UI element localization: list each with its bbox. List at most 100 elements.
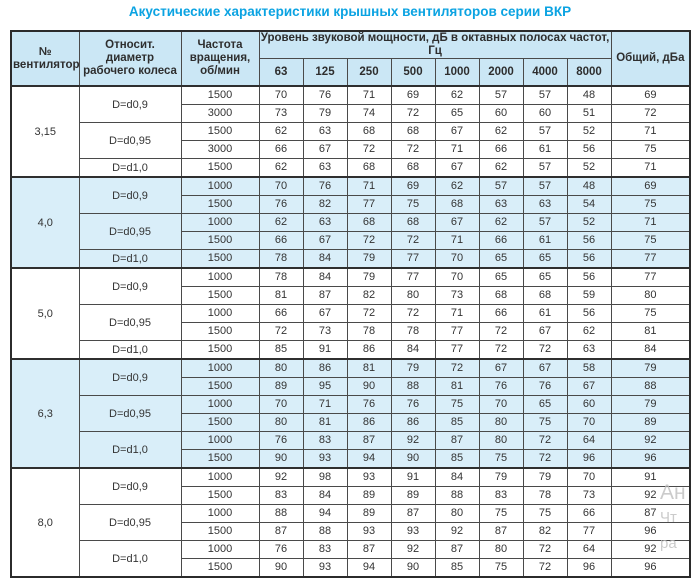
rpm-cell: 1000 [180, 431, 260, 451]
sound-level-cell: 57 [522, 85, 568, 106]
sound-level-cell: 63 [302, 122, 348, 142]
sound-level-cell: 66 [258, 304, 304, 324]
sound-level-cell: 70 [434, 267, 480, 288]
rpm-cell: 1000 [180, 304, 260, 324]
sound-level-cell: 72 [478, 340, 524, 360]
sound-level-cell: 64 [566, 431, 612, 451]
sound-level-cell: 62 [478, 122, 524, 142]
rpm-cell: 1500 [180, 377, 260, 397]
diameter-cell: D=d0,95 [78, 122, 182, 160]
sound-level-cell: 56 [566, 140, 612, 160]
sound-level-cell: 79 [390, 358, 436, 379]
sound-level-cell: 72 [390, 104, 436, 124]
sound-level-cell: 85 [434, 449, 480, 469]
total-dba-cell: 71 [610, 158, 691, 178]
rpm-cell: 1500 [180, 249, 260, 269]
sound-level-cell: 75 [390, 195, 436, 215]
sound-level-cell: 90 [258, 449, 304, 469]
table-row: D=d0,95 1000 88 94 89 87 80 75 75 66 87 [11, 504, 691, 542]
sound-level-cell: 67 [434, 213, 480, 233]
sound-level-cell: 66 [258, 231, 304, 251]
sound-level-cell: 61 [522, 304, 568, 324]
sound-level-cell: 73 [566, 486, 612, 506]
table-header: № вентилятора Относит. диаметр рабочего … [10, 30, 691, 87]
total-dba-cell: 80 [610, 286, 691, 306]
sound-level-cell: 62 [258, 158, 304, 178]
sound-level-cell: 85 [434, 558, 480, 578]
sound-level-cell: 63 [478, 195, 524, 215]
rpm-cell: 1000 [180, 176, 260, 197]
sound-level-cell: 56 [566, 249, 612, 269]
sound-level-cell: 48 [566, 176, 612, 197]
sound-level-cell: 57 [522, 122, 568, 142]
sound-level-cell: 76 [258, 540, 304, 560]
sound-level-cell: 72 [522, 558, 568, 578]
sound-level-cell: 88 [434, 486, 480, 506]
sound-level-cell: 67 [302, 231, 348, 251]
rpm-cell: 1000 [180, 267, 260, 288]
sound-level-cell: 87 [258, 522, 304, 542]
sound-level-cell: 65 [522, 267, 568, 288]
sound-level-cell: 62 [258, 122, 304, 142]
sound-level-cell: 51 [566, 104, 612, 124]
sound-level-cell: 72 [434, 358, 480, 379]
rpm-cell: 1000 [180, 540, 260, 560]
sound-level-cell: 76 [346, 395, 392, 415]
sound-level-cell: 87 [346, 540, 392, 560]
total-dba-cell: 92 [610, 540, 691, 560]
sound-level-cell: 76 [258, 431, 304, 451]
sound-level-cell: 75 [478, 449, 524, 469]
rpm-cell: 1000 [180, 395, 260, 415]
sound-level-cell: 56 [566, 231, 612, 251]
sound-level-cell: 80 [478, 540, 524, 560]
rpm-cell: 1000 [180, 358, 260, 379]
sound-level-cell: 67 [522, 358, 568, 379]
sound-level-cell: 57 [522, 176, 568, 197]
sound-level-cell: 68 [346, 158, 392, 178]
rpm-cell: 3000 [180, 104, 260, 124]
sound-level-cell: 69 [390, 176, 436, 197]
sound-level-cell: 82 [302, 195, 348, 215]
sound-level-cell: 77 [390, 249, 436, 269]
sound-level-cell: 65 [522, 249, 568, 269]
rpm-cell: 1500 [180, 286, 260, 306]
sound-level-cell: 87 [346, 431, 392, 451]
total-dba-cell: 77 [610, 249, 691, 269]
sound-level-cell: 88 [390, 377, 436, 397]
sound-level-cell: 84 [302, 486, 348, 506]
sound-level-cell: 66 [478, 304, 524, 324]
rpm-cell: 1500 [180, 413, 260, 433]
diameter-cell: D=d0,95 [78, 395, 182, 433]
sound-level-cell: 96 [566, 558, 612, 578]
sound-level-cell: 83 [302, 431, 348, 451]
sound-level-cell: 93 [390, 522, 436, 542]
sound-level-cell: 84 [302, 249, 348, 269]
sound-level-cell: 90 [390, 449, 436, 469]
sound-level-cell: 86 [346, 413, 392, 433]
sound-level-cell: 91 [390, 467, 436, 488]
sound-level-cell: 89 [390, 486, 436, 506]
sound-level-cell: 60 [522, 104, 568, 124]
sound-level-cell: 66 [478, 140, 524, 160]
sound-level-cell: 78 [258, 249, 304, 269]
total-dba-cell: 79 [610, 358, 691, 379]
sound-level-cell: 93 [346, 522, 392, 542]
total-dba-cell: 75 [610, 140, 691, 160]
sound-level-cell: 95 [302, 377, 348, 397]
fan-number-cell: 3,15 [10, 85, 80, 178]
sound-level-cell: 85 [434, 413, 480, 433]
sound-level-cell: 63 [522, 195, 568, 215]
sound-level-cell: 80 [390, 286, 436, 306]
sound-level-cell: 87 [302, 286, 348, 306]
sound-level-cell: 61 [522, 231, 568, 251]
fan-number-cell: 6,3 [10, 358, 80, 469]
sound-level-cell: 52 [566, 213, 612, 233]
sound-level-cell: 63 [302, 158, 348, 178]
total-dba-cell: 79 [610, 395, 691, 415]
rpm-cell: 1500 [180, 231, 260, 251]
sound-level-cell: 93 [302, 449, 348, 469]
sound-level-cell: 78 [390, 322, 436, 342]
diameter-cell: D=d0,9 [78, 467, 182, 506]
sound-level-cell: 73 [258, 104, 304, 124]
